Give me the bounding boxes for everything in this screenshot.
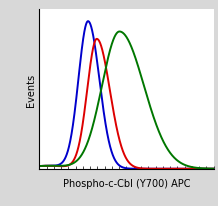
Y-axis label: Events: Events (26, 73, 36, 106)
X-axis label: Phospho-c-Cbl (Y700) APC: Phospho-c-Cbl (Y700) APC (63, 178, 190, 188)
